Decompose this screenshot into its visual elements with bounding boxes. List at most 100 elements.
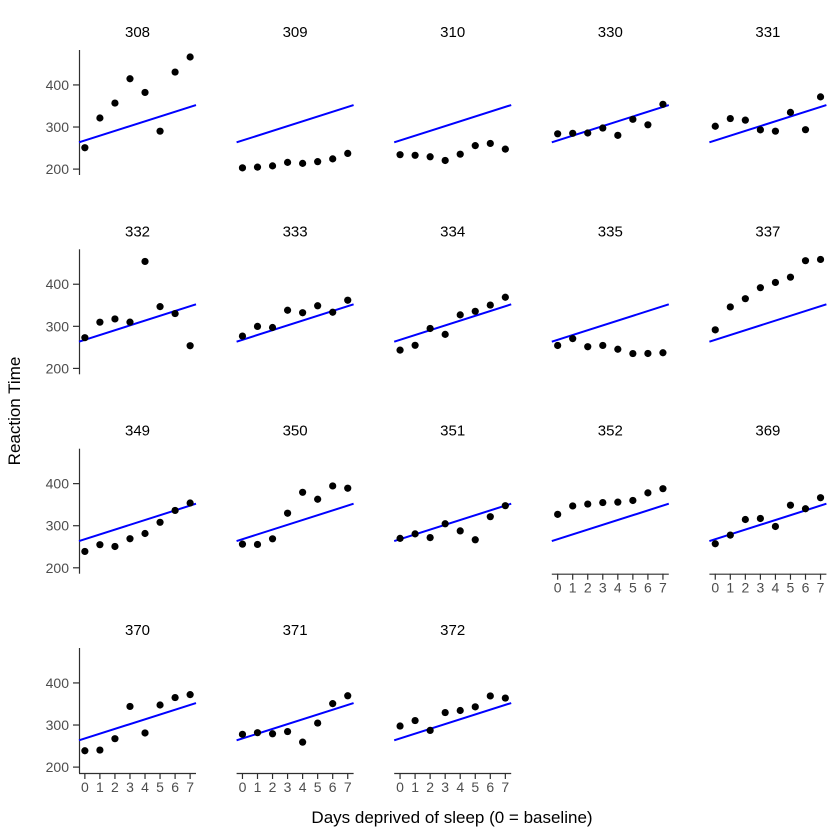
x-tick-label: 2 — [584, 580, 592, 596]
data-point — [156, 701, 164, 709]
data-point — [253, 729, 262, 737]
x-tick-label: 3 — [284, 779, 292, 795]
data-point — [156, 303, 164, 311]
data-point — [299, 159, 307, 167]
x-tick-label: 1 — [254, 779, 262, 795]
data-point — [711, 122, 719, 130]
x-tick-label: 6 — [329, 779, 337, 795]
y-tick-label: 300 — [46, 318, 70, 334]
data-point — [156, 518, 164, 526]
x-tick-label: 4 — [456, 779, 464, 795]
x-tick-label: 5 — [314, 779, 322, 795]
data-point — [396, 534, 404, 542]
facet-panel-333: 333 — [236, 223, 354, 343]
x-tick-label: 2 — [269, 779, 277, 795]
data-point — [771, 127, 780, 135]
x-tick-label: 3 — [126, 779, 134, 795]
data-point — [96, 541, 104, 549]
data-point — [599, 124, 607, 132]
data-point — [344, 296, 352, 304]
data-point — [186, 342, 194, 350]
data-point — [111, 542, 119, 551]
data-point — [96, 746, 104, 754]
data-point — [156, 127, 164, 135]
x-tick-label: 4 — [141, 779, 149, 795]
data-point — [426, 533, 434, 542]
data-point — [471, 536, 479, 544]
x-tick-label: 7 — [501, 779, 509, 795]
y-tick-label: 200 — [46, 759, 70, 775]
facet-title: 372 — [440, 622, 465, 639]
facet-panel-370: 370 200 300 400 0 1 2 3 4 5 6 7 — [46, 622, 197, 795]
y-tick-label: 400 — [46, 476, 70, 492]
data-point — [81, 747, 89, 755]
data-point — [771, 278, 780, 287]
data-point — [411, 341, 419, 349]
facet-title: 330 — [598, 24, 623, 41]
data-point — [486, 301, 494, 309]
data-point — [584, 343, 592, 351]
facet-title: 352 — [598, 423, 623, 440]
data-point — [659, 485, 667, 493]
facet-panel-372: 372 0 1 2 3 4 5 6 7 — [393, 622, 512, 795]
data-point — [741, 116, 749, 124]
fit-line — [393, 303, 512, 343]
data-point — [238, 730, 247, 738]
data-point — [141, 729, 149, 737]
data-point — [396, 151, 404, 159]
x-tick-label: 5 — [471, 779, 479, 795]
data-point — [141, 88, 149, 97]
data-point — [396, 346, 404, 354]
data-point — [741, 295, 749, 303]
facet-title: 351 — [440, 423, 465, 440]
facet-panel-309: 309 — [236, 24, 354, 172]
data-point — [756, 126, 764, 134]
data-point — [456, 311, 464, 319]
data-point — [741, 515, 749, 524]
x-tick-label: 7 — [659, 580, 667, 596]
data-point — [268, 730, 277, 738]
x-tick-label: 7 — [817, 580, 825, 596]
data-point — [141, 529, 149, 538]
y-tick-label: 400 — [46, 77, 70, 93]
data-point — [501, 502, 509, 510]
data-point — [344, 149, 352, 158]
x-tick-label: 2 — [741, 580, 749, 596]
data-point — [801, 126, 810, 134]
data-point — [441, 156, 449, 165]
facet-title: 369 — [755, 423, 780, 440]
facet-panel-310: 310 — [393, 24, 512, 165]
data-point — [426, 726, 434, 735]
data-point — [253, 322, 262, 331]
x-tick-label: 3 — [599, 580, 607, 596]
data-point — [554, 510, 562, 518]
data-point — [283, 158, 292, 166]
x-tick-label: 7 — [186, 779, 194, 795]
data-point — [426, 153, 434, 161]
data-point — [816, 93, 825, 101]
data-point — [344, 484, 352, 492]
data-point — [501, 694, 509, 702]
x-tick-label: 6 — [802, 580, 810, 596]
data-point — [283, 727, 292, 736]
facet-title: 334 — [440, 223, 465, 240]
data-point — [711, 540, 719, 548]
data-point — [126, 535, 134, 543]
data-point — [644, 349, 652, 358]
data-point — [299, 488, 307, 496]
y-tick-label: 400 — [46, 675, 70, 691]
y-tick-label: 300 — [46, 119, 70, 135]
fit-line — [236, 502, 354, 543]
data-point — [786, 273, 795, 281]
facet-panel-332: 332 200 300 400 — [46, 223, 197, 376]
data-point — [238, 540, 247, 548]
data-point — [171, 693, 179, 702]
fit-line — [236, 303, 354, 343]
data-point — [501, 145, 509, 153]
facet-title: 308 — [125, 24, 150, 41]
facet-panel-351: 351 — [393, 423, 512, 544]
data-point — [486, 692, 494, 700]
data-point — [441, 520, 449, 528]
fit-line — [78, 104, 197, 144]
